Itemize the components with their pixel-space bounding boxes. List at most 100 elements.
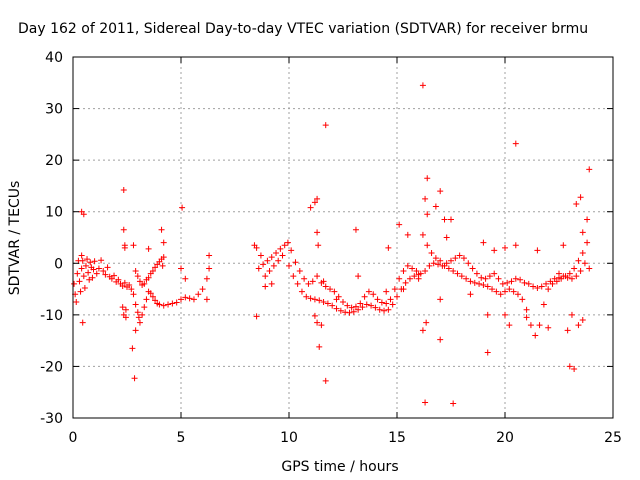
data-point bbox=[130, 291, 137, 298]
data-point bbox=[277, 245, 284, 252]
data-point bbox=[327, 286, 334, 293]
data-point bbox=[400, 268, 407, 275]
data-point bbox=[551, 275, 558, 282]
data-point bbox=[286, 262, 292, 269]
data-point bbox=[273, 249, 280, 256]
data-point bbox=[573, 273, 580, 280]
data-point bbox=[502, 288, 508, 295]
data-point bbox=[448, 216, 454, 223]
data-point bbox=[135, 314, 142, 321]
data-point bbox=[322, 283, 329, 290]
data-point bbox=[128, 286, 135, 293]
data-point bbox=[255, 265, 262, 272]
data-point bbox=[456, 252, 463, 259]
data-point bbox=[73, 298, 80, 305]
data-point bbox=[577, 194, 584, 201]
data-point bbox=[340, 298, 346, 305]
data-point bbox=[307, 204, 314, 211]
y-tick-label: 10 bbox=[45, 205, 63, 221]
data-point bbox=[355, 306, 362, 313]
data-point bbox=[130, 242, 137, 249]
y-tick-label: 40 bbox=[45, 50, 63, 66]
data-point bbox=[586, 265, 593, 272]
data-point bbox=[257, 252, 264, 259]
data-point bbox=[568, 275, 575, 282]
data-point bbox=[342, 309, 349, 316]
data-point bbox=[512, 242, 519, 249]
data-point bbox=[322, 377, 329, 384]
data-point bbox=[385, 244, 392, 251]
data-point bbox=[512, 275, 519, 282]
data-point bbox=[510, 288, 517, 295]
x-tick-label: 0 bbox=[69, 430, 78, 446]
data-point bbox=[260, 261, 267, 268]
data-point bbox=[465, 260, 472, 267]
data-point bbox=[426, 262, 433, 269]
data-point bbox=[534, 247, 541, 254]
y-axis-label: SDTVAR / TECUs bbox=[7, 181, 23, 296]
data-point bbox=[129, 345, 136, 352]
data-point bbox=[329, 302, 336, 309]
data-point bbox=[560, 242, 567, 249]
data-point bbox=[437, 296, 444, 303]
data-point bbox=[131, 375, 138, 382]
data-point bbox=[460, 255, 467, 262]
data-point bbox=[145, 274, 152, 281]
data-point bbox=[81, 285, 88, 292]
data-point bbox=[122, 306, 129, 313]
data-point bbox=[152, 264, 159, 271]
data-point bbox=[577, 268, 584, 275]
data-point bbox=[89, 274, 96, 281]
data-point bbox=[458, 273, 465, 280]
data-point bbox=[499, 280, 506, 287]
data-point bbox=[469, 265, 476, 272]
data-point bbox=[206, 265, 213, 272]
data-point bbox=[159, 262, 166, 269]
data-point bbox=[294, 280, 301, 287]
data-point bbox=[385, 306, 392, 313]
data-point bbox=[454, 270, 461, 277]
data-point bbox=[579, 229, 586, 236]
data-point bbox=[370, 291, 377, 298]
chart-title: Day 162 of 2011, Sidereal Day-to-day VTE… bbox=[18, 21, 588, 37]
data-point bbox=[78, 252, 85, 259]
data-point bbox=[145, 245, 152, 252]
data-point bbox=[517, 276, 524, 283]
data-point bbox=[314, 229, 321, 236]
data-point bbox=[363, 301, 370, 308]
data-point bbox=[419, 327, 426, 334]
data-point bbox=[346, 309, 353, 316]
data-point bbox=[102, 271, 109, 278]
data-point bbox=[372, 304, 379, 311]
data-point bbox=[314, 319, 321, 326]
data-point bbox=[396, 221, 403, 228]
data-point bbox=[443, 260, 450, 267]
data-point bbox=[564, 274, 571, 281]
data-point bbox=[402, 279, 409, 286]
data-point bbox=[320, 278, 327, 285]
data-point bbox=[491, 270, 498, 277]
data-point bbox=[352, 303, 359, 310]
data-point bbox=[160, 254, 167, 261]
data-point bbox=[182, 294, 189, 301]
data-point bbox=[268, 254, 275, 261]
data-point bbox=[199, 286, 206, 293]
data-point bbox=[348, 304, 355, 311]
plot-frame bbox=[72, 56, 614, 419]
data-point bbox=[179, 204, 186, 211]
data-point bbox=[253, 244, 260, 251]
data-point bbox=[381, 307, 388, 314]
data-point bbox=[253, 313, 260, 320]
data-point bbox=[506, 322, 513, 329]
data-point bbox=[86, 276, 93, 283]
data-point bbox=[296, 268, 303, 275]
data-point bbox=[303, 293, 310, 300]
data-point bbox=[190, 296, 197, 303]
data-point bbox=[506, 286, 513, 293]
data-point bbox=[178, 265, 184, 272]
data-point bbox=[203, 275, 210, 282]
data-point bbox=[120, 311, 127, 318]
data-point bbox=[316, 297, 323, 304]
data-point bbox=[141, 304, 148, 311]
